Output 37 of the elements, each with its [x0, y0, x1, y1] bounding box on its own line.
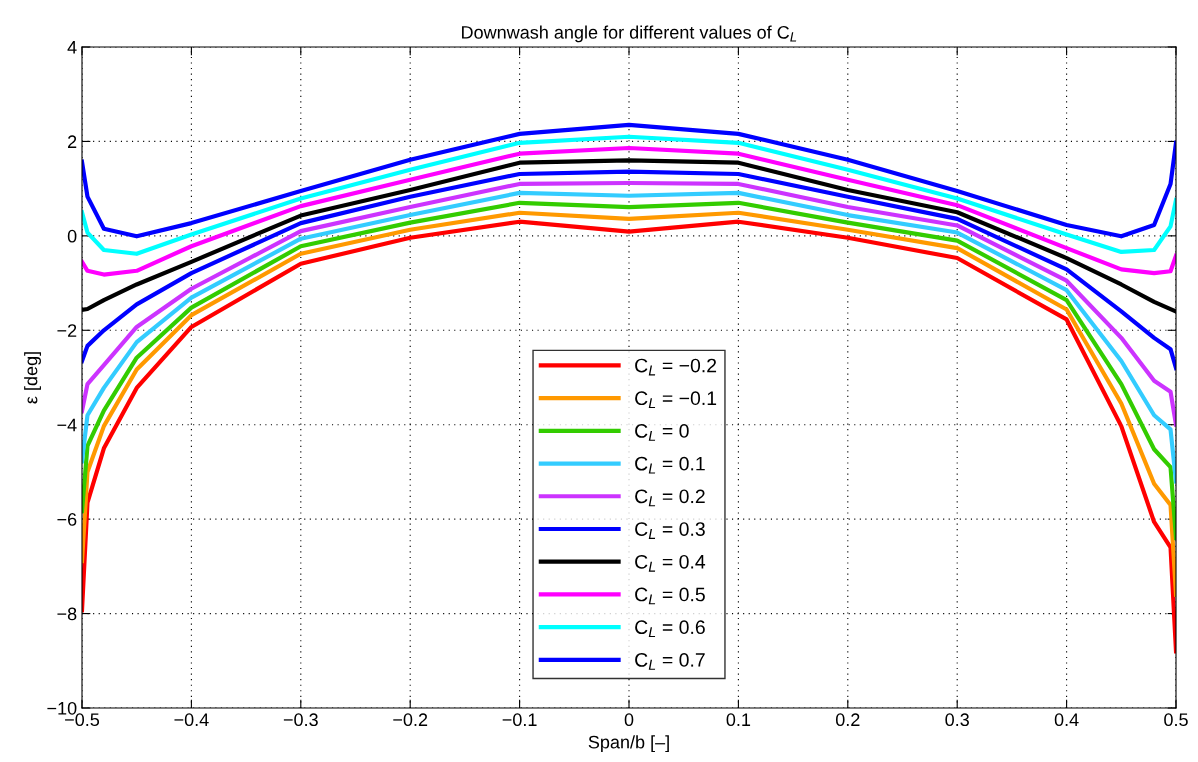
y-tick-label: 0: [67, 229, 77, 243]
y-tick-label: 4: [67, 41, 77, 54]
x-tick-label: 0: [624, 713, 634, 727]
x-tick-label: 0.5: [1164, 713, 1188, 727]
line-series: [82, 145, 1176, 277]
y-tick-label: −6: [57, 513, 77, 526]
y-tick-label: −8: [57, 607, 77, 621]
y-tick-label: 2: [68, 135, 77, 148]
x-tick-label: 0.3: [945, 713, 969, 727]
x-tick-label: −0.4: [174, 713, 209, 727]
line-series: [82, 190, 1176, 484]
legend-label: C$_{L}$ = 0.6: [635, 620, 705, 638]
x-tick-label: −0.5: [65, 713, 100, 727]
x-tick-label: 0.2: [835, 713, 860, 727]
line-series: [82, 200, 1176, 541]
legend-label: C$_{L}$ = 0.3: [635, 522, 705, 539]
legend-label: C$_{L}$ = 0.5: [635, 587, 705, 605]
x-tick-label: −0.3: [283, 713, 318, 727]
y-tick-label: −10: [47, 701, 77, 715]
legend-label: C$_{L}$ = 0.1: [635, 456, 705, 474]
legend-label: C$_{L}$ = 0.4: [635, 554, 706, 572]
x-tick-label: −0.1: [502, 713, 537, 727]
y-tick-label: −4: [57, 418, 77, 432]
legend-label: C$_{L}$ = −0.1: [635, 391, 717, 409]
line-series: [82, 122, 1176, 239]
y-tick-label: −2: [57, 324, 77, 337]
legend-label: C$_{L}$ = 0.2: [635, 489, 705, 507]
y-axis-title: ε [deg]: [24, 352, 41, 404]
x-tick-label: 0.1: [726, 713, 751, 727]
legend-label: C$_{L}$ = 0: [635, 424, 689, 441]
chart-title: Downwash angle for different values of C$_{L}$: [462, 25, 797, 43]
x-axis-title: Span/b [–]: [588, 735, 669, 753]
x-tick-label: −0.2: [393, 713, 428, 727]
line-series: [82, 134, 1176, 256]
x-tick-label: 0.4: [1054, 713, 1079, 727]
legend-label: C$_{L}$ = 0.7: [635, 653, 705, 670]
legend-label: C$_{L}$ = −0.2: [635, 358, 717, 376]
